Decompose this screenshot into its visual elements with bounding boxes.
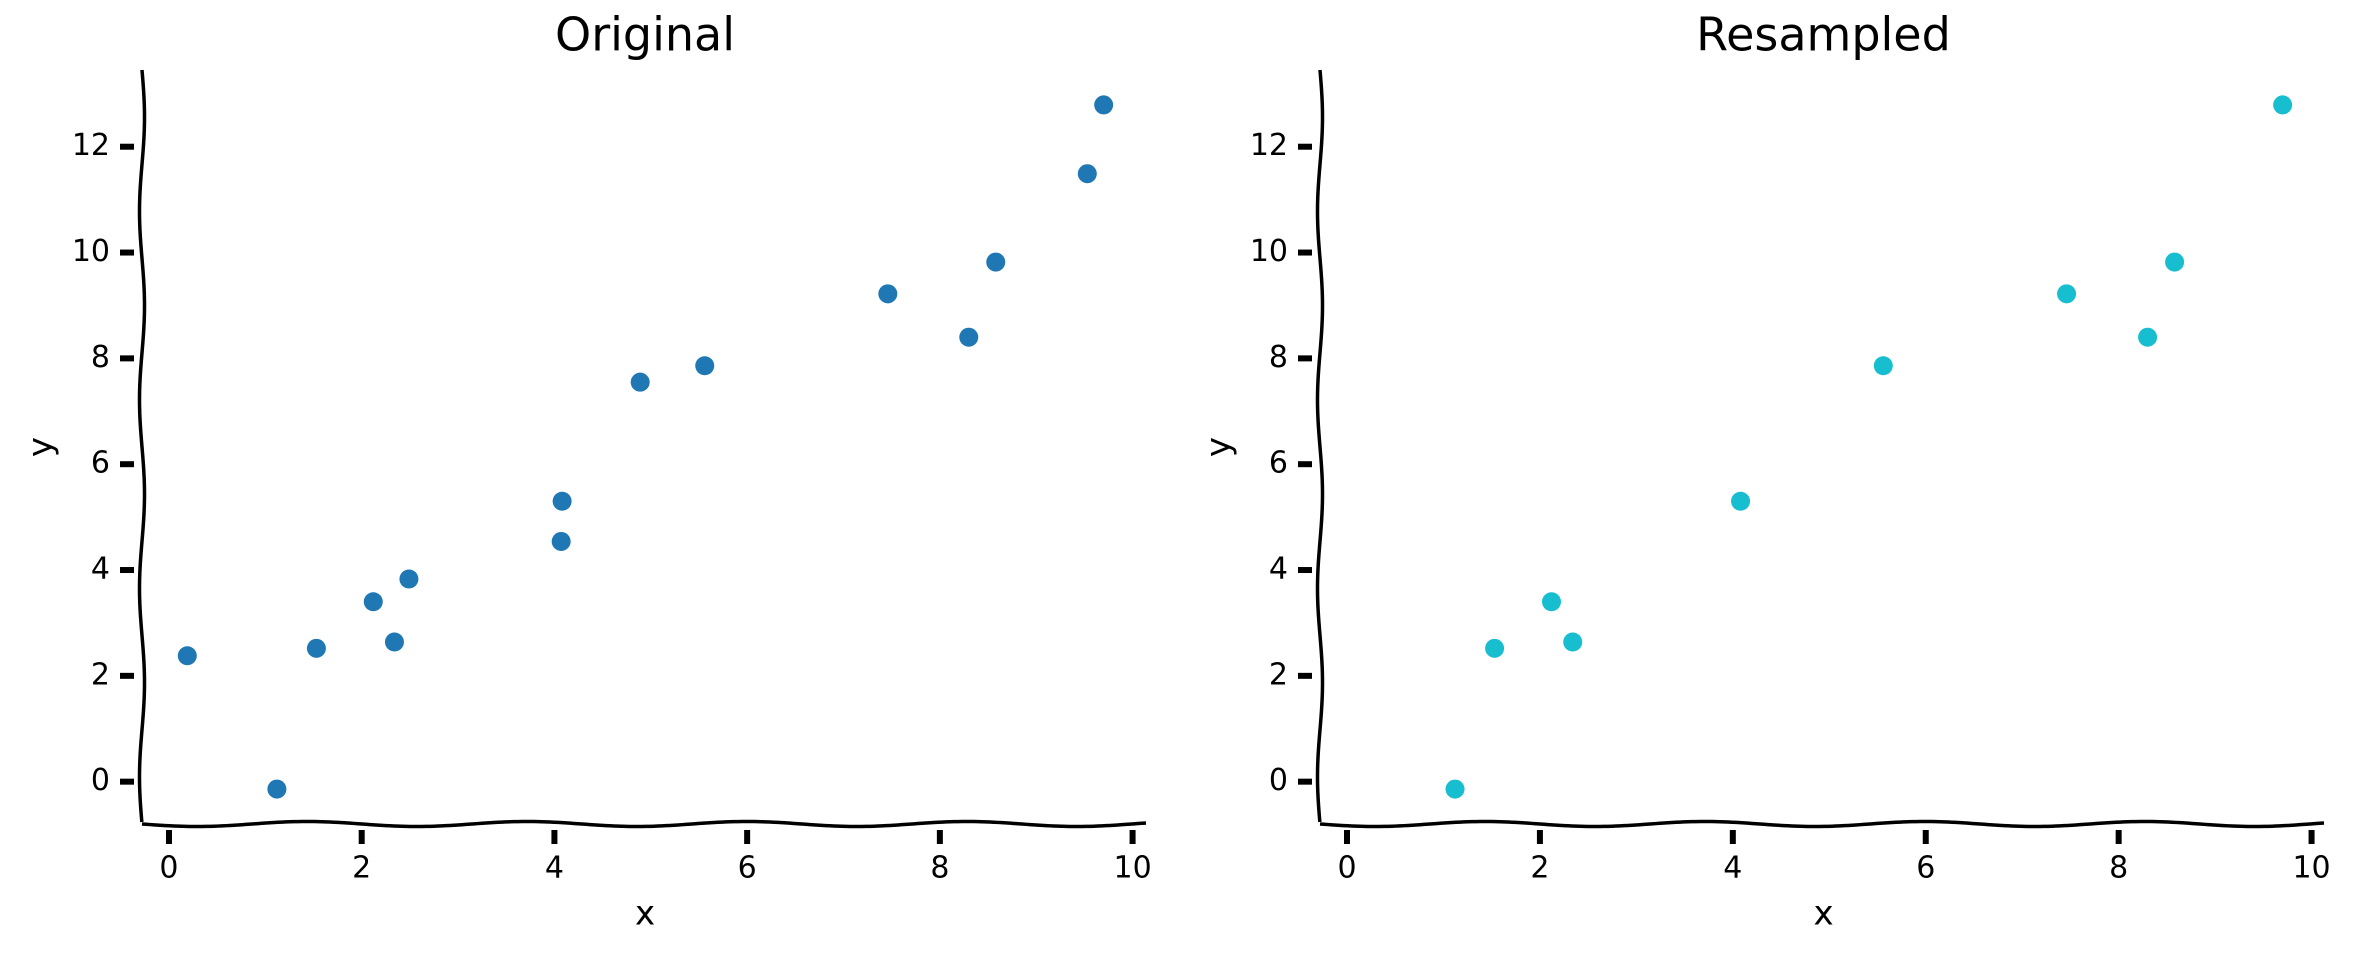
y-axis-label: y [21, 437, 61, 457]
data-point [306, 638, 326, 658]
x-tick-label: 6 [1916, 851, 1935, 886]
y-tick-label: 6 [91, 446, 110, 481]
x-axis-label: x [1813, 894, 1833, 934]
data-point [878, 284, 898, 304]
x-tick-label: 4 [1723, 851, 1742, 886]
data-point [177, 646, 197, 666]
y-axis-line [1315, 69, 1325, 823]
x-tick-label: 6 [738, 851, 757, 886]
data-point [1094, 95, 1114, 115]
chart-title: Original [555, 8, 735, 62]
data-point [630, 372, 650, 392]
y-tick-label: 0 [91, 763, 110, 798]
x-tick-label: 8 [2109, 851, 2128, 886]
data-point [1445, 779, 1465, 799]
y-tick-label: 8 [91, 340, 110, 375]
chart-title: Resampled [1696, 8, 1951, 62]
data-point [986, 252, 1006, 272]
data-point [363, 592, 383, 612]
y-tick-label: 10 [72, 234, 110, 269]
data-point [552, 491, 572, 511]
x-tick-label: 8 [930, 851, 949, 886]
x-tick-label: 2 [1530, 851, 1549, 886]
x-tick-label: 0 [159, 851, 178, 886]
y-tick-label: 6 [1269, 446, 1288, 481]
data-point [959, 327, 979, 347]
y-tick-label: 12 [72, 128, 110, 163]
data-point [1873, 356, 1893, 376]
data-point [551, 531, 571, 551]
data-point [1077, 164, 1097, 184]
x-axis-line [141, 819, 1147, 829]
x-tick-label: 0 [1337, 851, 1356, 886]
data-point [2057, 284, 2077, 304]
y-tick-label: 4 [1269, 552, 1288, 587]
data-point [1563, 632, 1583, 652]
data-point [695, 356, 715, 376]
y-tick-label: 12 [1250, 128, 1288, 163]
x-tick-label: 10 [2292, 851, 2330, 886]
data-point [2273, 95, 2293, 115]
y-axis-line [137, 69, 147, 823]
data-point [1541, 592, 1561, 612]
data-point [1485, 638, 1505, 658]
data-point [384, 632, 404, 652]
y-axis-label: y [1199, 437, 1239, 457]
data-point [2138, 327, 2158, 347]
y-tick-label: 8 [1269, 340, 1288, 375]
x-tick-label: 4 [545, 851, 564, 886]
y-tick-label: 4 [91, 552, 110, 587]
x-axis-line [1319, 819, 2325, 829]
y-tick-label: 0 [1269, 763, 1288, 798]
y-tick-label: 2 [91, 657, 110, 692]
data-point [399, 569, 419, 589]
data-point [267, 779, 287, 799]
x-tick-label: 2 [352, 851, 371, 886]
x-tick-label: 10 [1113, 851, 1151, 886]
data-point [1731, 491, 1751, 511]
y-tick-label: 10 [1250, 234, 1288, 269]
y-tick-label: 2 [1269, 657, 1288, 692]
data-point [2165, 252, 2185, 272]
x-axis-label: x [635, 894, 655, 934]
